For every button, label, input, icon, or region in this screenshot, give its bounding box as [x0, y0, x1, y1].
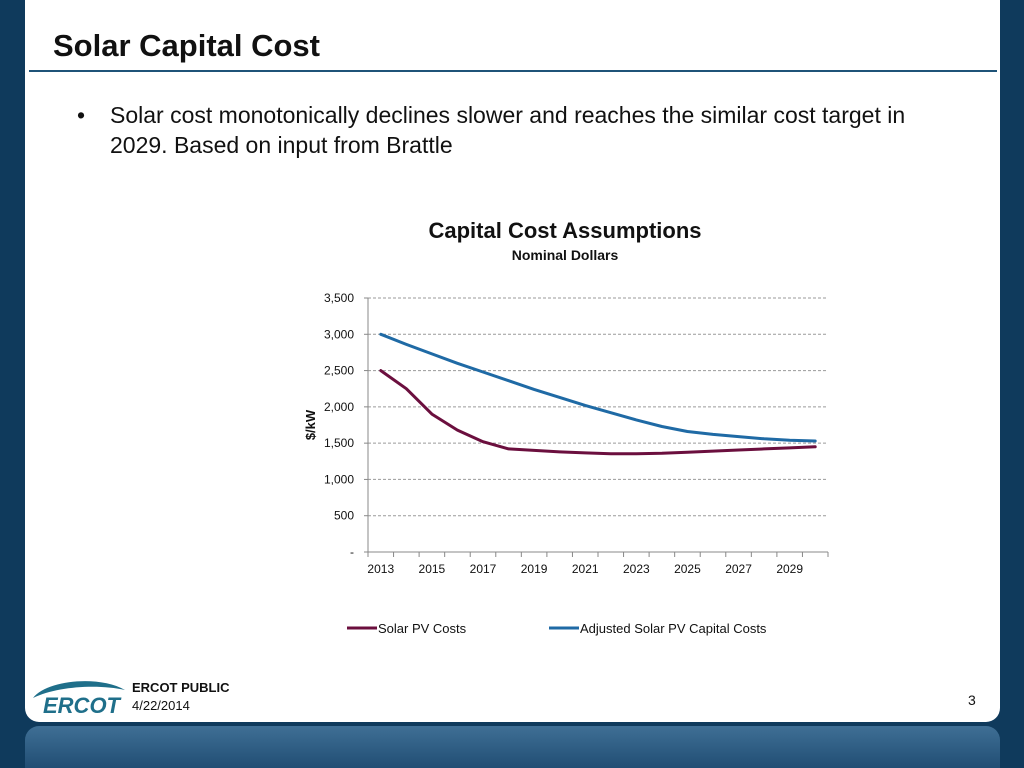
logo-swoosh-icon — [33, 681, 125, 698]
x-tick-label: 2027 — [725, 562, 752, 576]
x-tick-label: 2015 — [419, 562, 446, 576]
bullet-text: Solar cost monotonically declines slower… — [110, 102, 906, 158]
legend-label-1: Adjusted Solar PV Capital Costs — [580, 621, 767, 636]
footer-classification: ERCOT PUBLIC — [132, 680, 230, 695]
y-axis-label: $/kW — [303, 409, 318, 440]
y-tick-label: 2,500 — [324, 364, 354, 378]
x-tick-label: 2025 — [674, 562, 701, 576]
slide-title: Solar Capital Cost — [53, 28, 320, 63]
y-tick-label: 2,000 — [324, 400, 354, 414]
chart-subtitle: Nominal Dollars — [512, 247, 619, 263]
title-divider — [29, 70, 997, 72]
y-tick-label: 500 — [334, 509, 354, 523]
ercot-logo: ERCOT — [33, 681, 125, 718]
legend-label-0: Solar PV Costs — [378, 621, 467, 636]
y-tick-label: 1,000 — [324, 472, 354, 486]
y-tick-label: 3,500 — [324, 291, 354, 305]
series-line-1 — [379, 332, 817, 443]
bullet-dot-icon: • — [77, 102, 86, 128]
y-tick-label: 1,500 — [324, 436, 354, 450]
chart-title: Capital Cost Assumptions — [429, 218, 702, 243]
x-tick-label: 2017 — [470, 562, 497, 576]
page-number: 3 — [968, 692, 976, 708]
x-tick-label: 2029 — [776, 562, 803, 576]
slide: Solar Capital Cost • Solar cost monotoni… — [25, 0, 1000, 722]
series-line-0 — [379, 369, 817, 456]
y-tick-label: - — [350, 545, 354, 559]
x-tick-label: 2021 — [572, 562, 599, 576]
y-tick-label: 3,000 — [324, 327, 354, 341]
x-tick-label: 2013 — [367, 562, 394, 576]
capital-cost-chart: Capital Cost Assumptions Nominal Dollars -… — [303, 218, 829, 636]
logo-wordmark: ERCOT — [43, 693, 122, 718]
x-tick-label: 2023 — [623, 562, 650, 576]
x-tick-label: 2019 — [521, 562, 548, 576]
footer-date: 4/22/2014 — [132, 698, 190, 713]
bottom-bar — [25, 726, 1000, 768]
